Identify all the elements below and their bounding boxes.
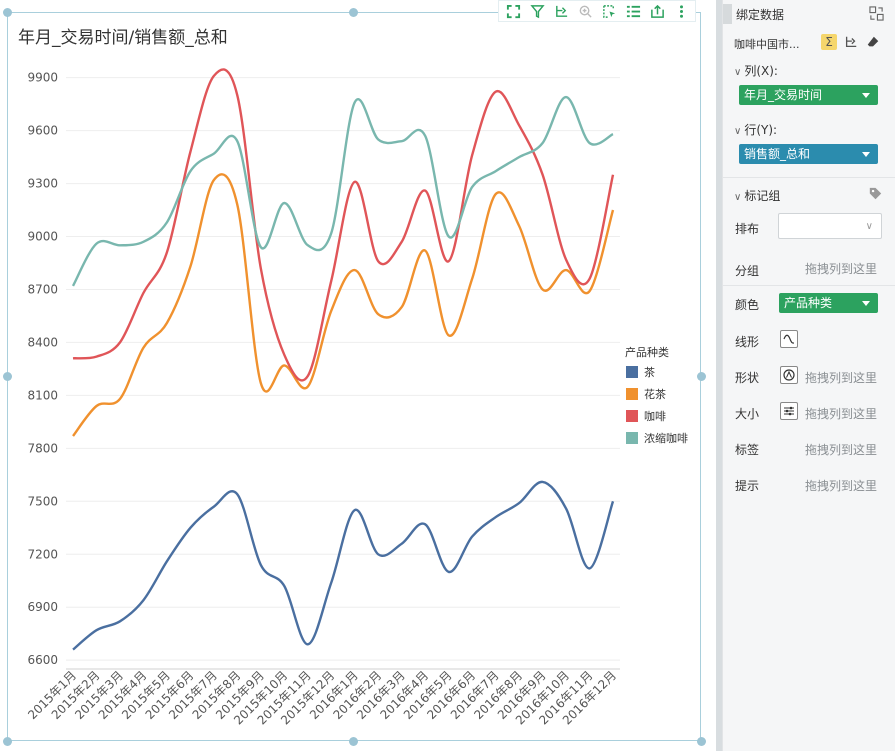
rows-field-text: 销售额_总和 — [744, 147, 811, 161]
tip-label: 提示 — [735, 479, 760, 493]
y-tick-label: 8400 — [27, 335, 58, 349]
series-line-flower_tea — [72, 173, 615, 437]
resize-handle-ml[interactable] — [3, 372, 12, 381]
chart-canvas: 年月_交易时间/销售额_总和 6600 6900 7200 7500 7800 8100 8… — [3, 0, 706, 746]
eraser-icon[interactable] — [866, 35, 880, 49]
collapse-panel-icon[interactable] — [723, 4, 732, 24]
series-line-coffee — [72, 68, 615, 382]
list-icon[interactable] — [622, 1, 644, 21]
panel-title: 绑定数据 — [736, 8, 785, 22]
filter-icon[interactable] — [526, 1, 548, 21]
panel-splitter[interactable] — [716, 0, 722, 751]
rows-label: 行(Y): — [744, 123, 778, 137]
marks-label: 标记组 — [744, 189, 781, 203]
legend-label: 浓缩咖啡 — [644, 431, 688, 445]
resize-handle-tm[interactable] — [349, 8, 358, 17]
y-tick-label: 8700 — [27, 282, 58, 296]
caret-down-icon[interactable] — [862, 301, 870, 306]
group-drop-zone[interactable]: 拖拽列到这里 — [804, 262, 877, 276]
panel-header: 绑定数据 — [723, 0, 895, 28]
tip-drop-zone[interactable]: 拖拽列到这里 — [804, 479, 877, 493]
marks-section-label: ∨ 标记组 — [734, 189, 781, 203]
rows-section-label: ∨ 行(Y): — [734, 123, 778, 137]
dataset-name[interactable]: 咖啡中国市... — [734, 38, 800, 51]
legend-swatch — [626, 366, 638, 378]
legend-label: 咖啡 — [644, 409, 666, 423]
columns-section-label: ∨ 列(X): — [734, 64, 778, 78]
size-label: 大小 — [735, 407, 760, 421]
tag-icon[interactable] — [869, 187, 882, 200]
zoom-icon[interactable] — [574, 1, 596, 21]
layout-label: 排布 — [735, 222, 760, 236]
rows-field-pill[interactable]: 销售额_总和 — [739, 144, 878, 164]
y-tick-label: 7200 — [27, 547, 58, 561]
color-label: 颜色 — [735, 298, 760, 312]
caret-down-icon[interactable] — [862, 93, 870, 98]
shape-icon[interactable] — [780, 366, 798, 384]
y-tick-label: 6600 — [27, 653, 58, 667]
series-line-espresso — [71, 95, 614, 287]
group-label: 分组 — [735, 264, 760, 278]
y-tick-label: 9600 — [27, 124, 58, 138]
divider — [723, 177, 895, 178]
columns-field-text: 年月_交易时间 — [744, 88, 823, 102]
columns-field-pill[interactable]: 年月_交易时间 — [739, 85, 878, 105]
drill-icon[interactable] — [550, 1, 572, 21]
resize-handle-mr[interactable] — [697, 372, 706, 381]
resize-handle-tl[interactable] — [3, 8, 12, 17]
resize-handle-bm[interactable] — [349, 737, 358, 746]
line-label: 线形 — [735, 335, 760, 349]
y-tick-label: 9000 — [27, 230, 58, 244]
series-line-tea — [72, 480, 615, 651]
drill-icon[interactable] — [844, 35, 858, 49]
y-tick-label: 6900 — [27, 600, 58, 614]
resize-handle-bl[interactable] — [3, 737, 12, 746]
chevron-down-icon: ∨ — [865, 221, 873, 232]
resize-handle-br[interactable] — [697, 737, 706, 746]
chart-title: 年月_交易时间/销售额_总和 — [18, 28, 228, 48]
tag-label: 标签 — [735, 443, 760, 457]
binding-panel: 绑定数据 咖啡中国市... Σ ∨ 列(X): 年月_交易时间 ∨ 行(Y): 销售… — [722, 0, 895, 751]
y-tick-label: 8100 — [27, 388, 58, 402]
columns-label: 列(X): — [744, 64, 778, 78]
legend-swatch — [626, 410, 638, 422]
export-icon[interactable] — [646, 1, 668, 21]
divider — [723, 285, 895, 286]
legend-swatch — [626, 432, 638, 444]
shape-drop-zone[interactable]: 拖拽列到这里 — [804, 371, 877, 385]
legend-swatch — [626, 388, 638, 400]
expand-icon[interactable] — [502, 1, 524, 21]
line-chart: 6600 6900 7200 7500 7800 8100 8400 8700 9000 9300… — [25, 68, 688, 727]
legend-title: 产品种类 — [625, 345, 669, 359]
size-drop-zone[interactable]: 拖拽列到这里 — [804, 407, 877, 421]
legend-label: 茶 — [644, 366, 655, 379]
size-icon[interactable] — [780, 402, 798, 420]
y-tick-label: 9300 — [27, 177, 58, 191]
layout-select[interactable]: ∨ — [778, 213, 882, 239]
y-tick-label: 7500 — [27, 494, 58, 508]
color-field-pill[interactable]: 产品种类 — [779, 293, 878, 313]
more-icon[interactable] — [670, 1, 692, 21]
y-tick-label: 7800 — [27, 441, 58, 455]
caret-down-icon[interactable] — [862, 152, 870, 157]
color-field-text: 产品种类 — [784, 296, 833, 310]
line-style-icon[interactable] — [780, 330, 798, 348]
y-tick-label: 9900 — [27, 71, 58, 85]
select-icon[interactable] — [598, 1, 620, 21]
tag-drop-zone[interactable]: 拖拽列到这里 — [804, 443, 877, 457]
chart-toolbar — [498, 0, 696, 22]
legend-label: 花茶 — [644, 388, 666, 401]
shape-label: 形状 — [735, 371, 760, 385]
aggregate-icon[interactable]: Σ — [821, 34, 837, 50]
swap-icon[interactable] — [869, 6, 884, 21]
